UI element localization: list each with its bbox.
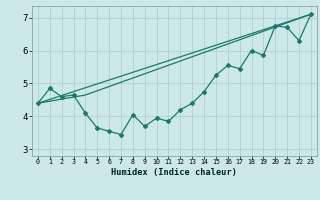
X-axis label: Humidex (Indice chaleur): Humidex (Indice chaleur) — [111, 168, 237, 177]
